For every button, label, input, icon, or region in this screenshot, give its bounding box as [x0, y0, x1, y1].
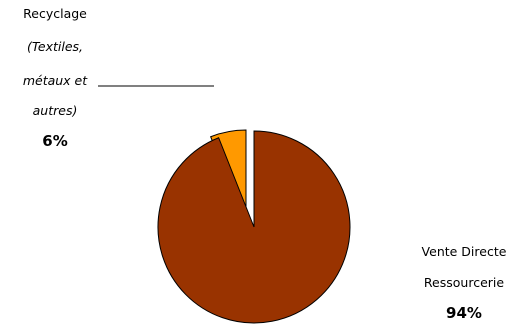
recyclage-label-line-1: Recyclage [23, 6, 87, 21]
pie-slices [157, 129, 351, 324]
recyclage-label-line-3: métaux et [23, 73, 88, 88]
vente-directe-percent-label: 94% [446, 304, 482, 322]
pie-slice-vente-directe [157, 130, 351, 324]
recyclage-percent-label: 6% [42, 132, 67, 150]
recyclage-label-line-2: (Textiles, [27, 39, 83, 54]
vente-directe-label-line-2: Ressourcerie [424, 275, 504, 290]
recyclage-label-line-4: autres) [33, 103, 78, 118]
vente-directe-label-line-1: Vente Directe [422, 244, 507, 259]
